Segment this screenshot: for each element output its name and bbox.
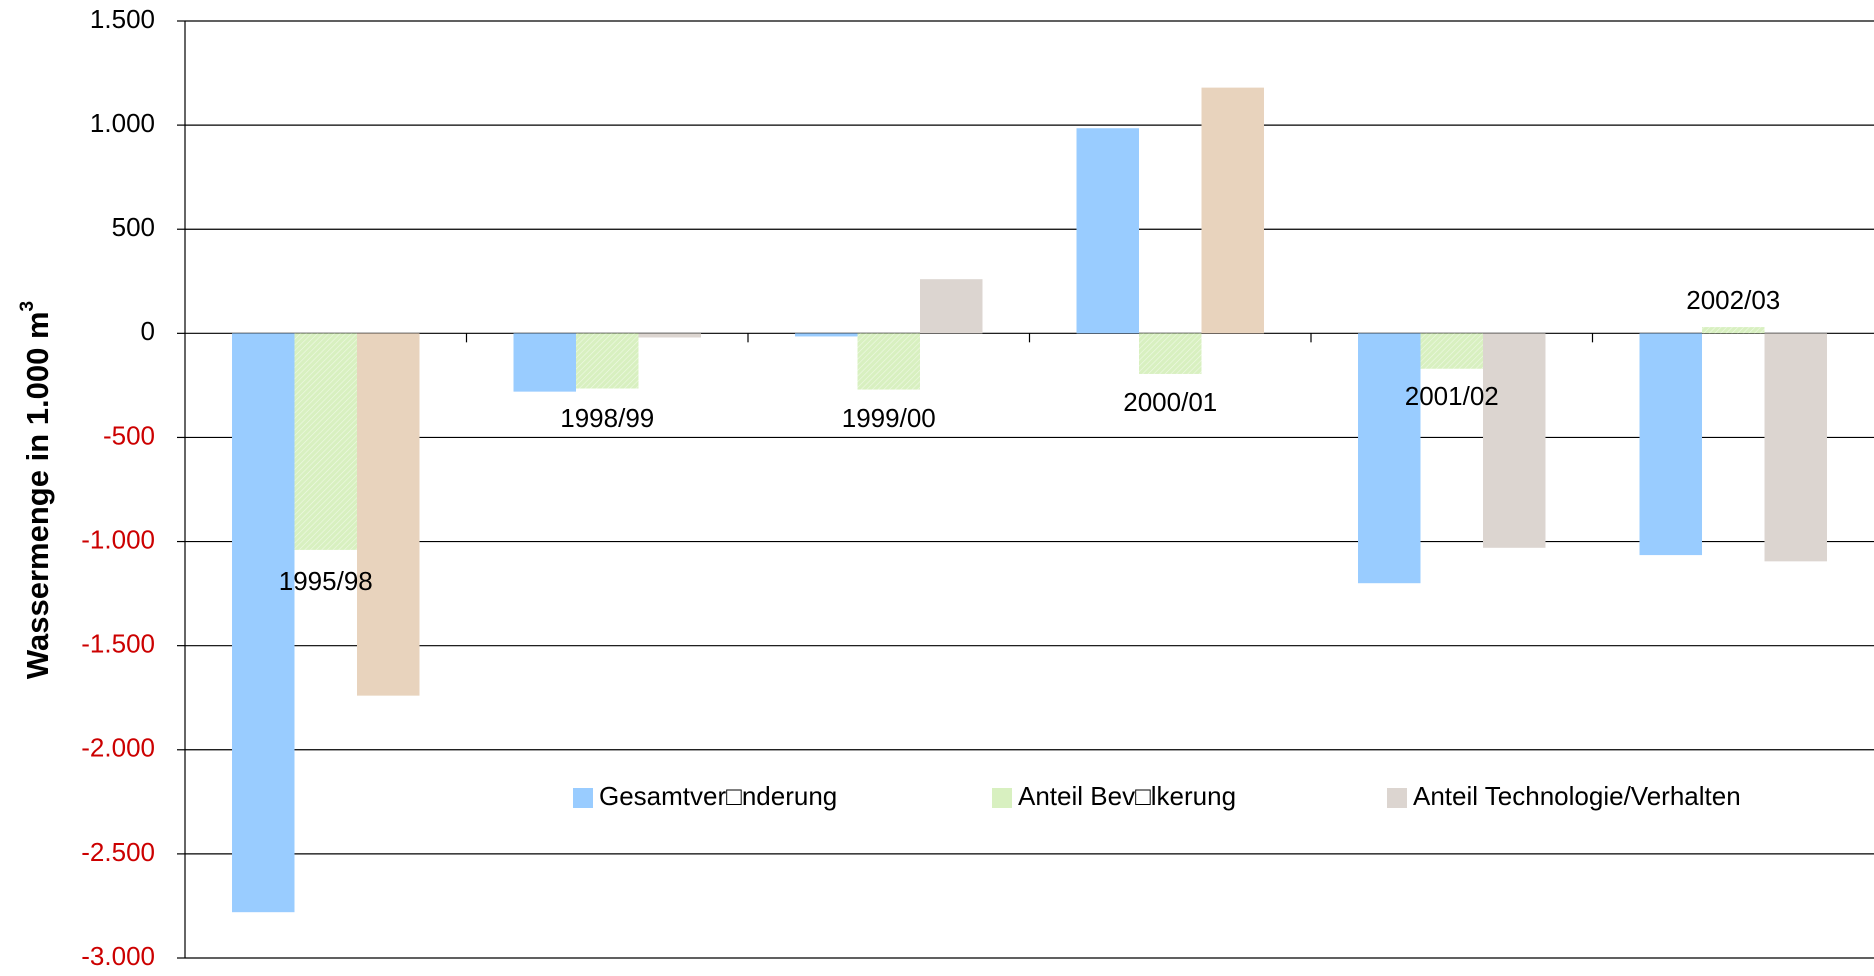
- legend-label: Anteil Technologie/Verhalten: [1413, 781, 1741, 811]
- bar-hatch: [1420, 333, 1483, 369]
- y-tick-label: 500: [112, 212, 155, 242]
- category-label: 1998/99: [560, 403, 654, 433]
- category-label: 1999/00: [842, 403, 936, 433]
- bar-hatch: [1139, 333, 1202, 374]
- y-tick-label: 1.000: [90, 108, 155, 138]
- y-axis-label-text: Wassermenge in 1.000 m: [20, 311, 55, 679]
- bar: [232, 333, 295, 913]
- bar-hatch: [294, 333, 357, 550]
- y-tick-label: 1.500: [90, 4, 155, 34]
- legend-swatch: [992, 788, 1012, 808]
- bar-hatch: [857, 333, 920, 390]
- category-label: 2002/03: [1686, 285, 1780, 315]
- category-label: 1995/98: [279, 566, 373, 596]
- bar: [1482, 333, 1546, 548]
- y-tick-label: -2.500: [81, 837, 155, 867]
- y-tick-label: -3.000: [81, 941, 155, 971]
- y-tick-label: -500: [103, 420, 155, 450]
- bar-hatch: [576, 333, 639, 389]
- bar: [1358, 333, 1421, 584]
- y-tick-label: -1.000: [81, 524, 155, 554]
- legend-swatch: [573, 788, 593, 808]
- category-label: 2000/01: [1123, 387, 1217, 417]
- bar: [1201, 87, 1264, 334]
- bar: [1639, 333, 1703, 556]
- bar-hatch: [1702, 327, 1765, 334]
- bar: [1076, 128, 1140, 334]
- y-tick-label: 0: [141, 316, 155, 346]
- bar: [638, 333, 701, 338]
- bar: [356, 333, 420, 696]
- y-tick-label: -1.500: [81, 629, 155, 659]
- bar: [513, 333, 577, 392]
- bar: [919, 279, 983, 334]
- y-axis-label: Wassermenge in 1.000 m3: [17, 301, 55, 679]
- y-axis-label-sup: 3: [17, 301, 38, 312]
- bar: [1764, 333, 1827, 562]
- legend-label: Anteil Bev□lkerung: [1018, 781, 1236, 811]
- y-tick-label: -2.000: [81, 733, 155, 763]
- bar: [795, 333, 858, 337]
- category-label: 2001/02: [1405, 381, 1499, 411]
- legend-label: Gesamtver□nderung: [599, 781, 837, 811]
- legend-swatch: [1387, 788, 1407, 808]
